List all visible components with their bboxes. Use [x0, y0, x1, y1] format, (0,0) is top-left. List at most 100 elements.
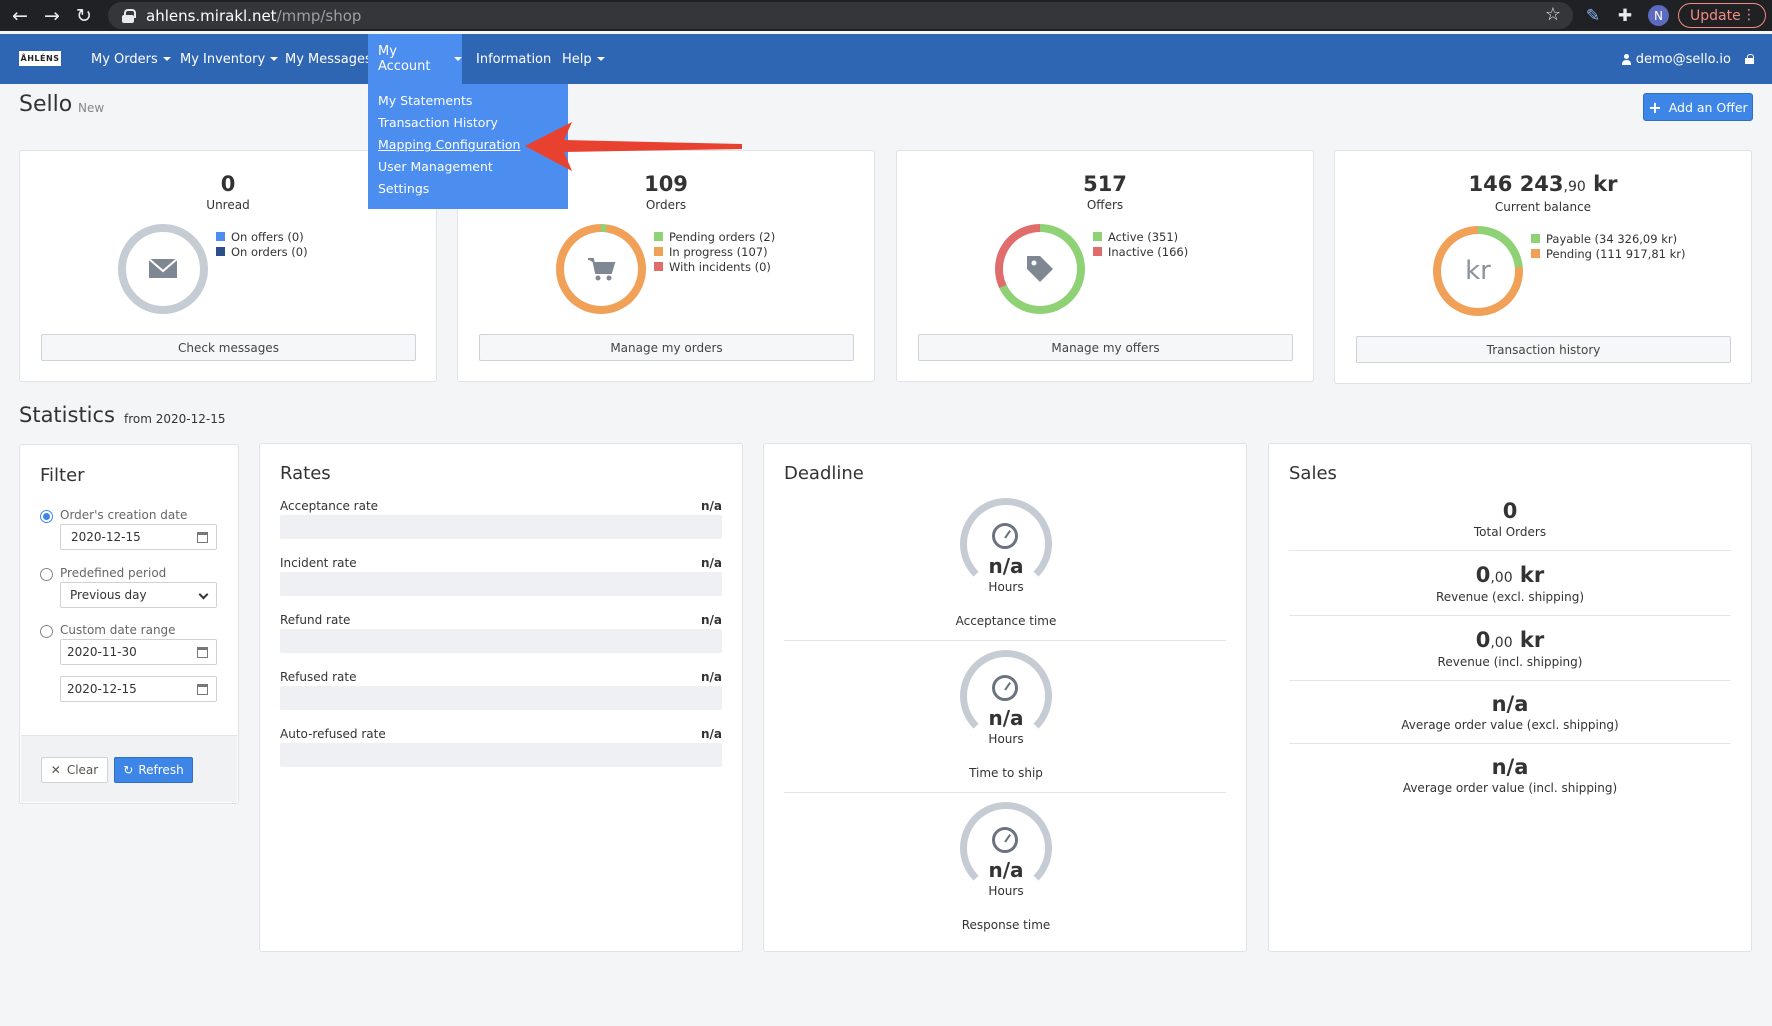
creation-date-label: Order's creation date [60, 508, 188, 522]
reload-icon[interactable]: ↻ [76, 4, 92, 27]
price-tag-icon [1027, 256, 1053, 282]
radio-custom-range[interactable] [40, 625, 53, 638]
nav-label: My Inventory [180, 51, 266, 67]
menu-item-user-management[interactable]: User Management [378, 159, 493, 174]
browser-toolbar: ← → ↻ ahlens.mirakl.net/mmp/shop ☆ ✎ ✚ N… [0, 0, 1772, 31]
transaction-history-button[interactable]: Transaction history [1356, 336, 1731, 363]
update-button[interactable]: Update ⋮ [1678, 3, 1766, 28]
orders-ring [556, 224, 646, 314]
logout-lock-icon[interactable] [1745, 54, 1754, 64]
legend-swatch [654, 262, 663, 271]
legend-swatch [216, 232, 225, 241]
nav-label: Help [562, 51, 592, 67]
manage-orders-button[interactable]: Manage my orders [479, 334, 854, 361]
calendar-icon[interactable] [197, 532, 208, 543]
menu-item-mapping-configuration[interactable]: Mapping Configuration [378, 137, 521, 152]
balance-card: 146 243,90 kr Current balance kr Payable… [1334, 150, 1752, 384]
custom-from-field[interactable]: 2020-11-30 [60, 639, 217, 665]
menu-dots-icon: ⋮ [1742, 7, 1756, 23]
rates-title: Rates [280, 463, 331, 484]
orders-legend: Pending orders (2) In progress (107) Wit… [654, 229, 775, 274]
ring-center [1003, 232, 1077, 306]
clear-label: Clear [66, 763, 99, 777]
legend-swatch [1093, 232, 1102, 241]
lock-icon [122, 9, 136, 23]
rev-incl-cents: ,00 [1490, 635, 1513, 651]
predefined-period-select[interactable]: Previous day [60, 582, 217, 608]
radio-predefined-period[interactable] [40, 568, 53, 581]
rate-bar [280, 629, 722, 653]
messages-card: 0 Unread On offers (0) On orders (0) Che… [19, 150, 437, 382]
balance-ring: kr [1433, 226, 1523, 316]
rev-incl-main: 0 [1475, 628, 1491, 652]
nav-my-messages[interactable]: My Messages [285, 34, 372, 84]
calendar-icon[interactable] [197, 684, 208, 695]
legend-label: Inactive (166) [1108, 244, 1189, 259]
app-navbar: ÅHLÉNS My Orders My Inventory My Message… [0, 34, 1772, 84]
annotation-arrow [525, 122, 742, 171]
balance-legend: Payable (34 326,09 kr) Pending (111 917,… [1531, 231, 1686, 261]
nav-my-inventory[interactable]: My Inventory [180, 34, 279, 84]
back-arrow-icon[interactable]: ← [12, 4, 28, 27]
legend-label: On orders (0) [231, 244, 308, 259]
divider [1289, 680, 1731, 681]
legend-swatch [654, 232, 663, 241]
forward-arrow-icon[interactable]: → [44, 4, 60, 27]
deadline-panel: Deadline n/a Hours Acceptance time n/a H… [763, 443, 1247, 952]
legend-item: Active (351) [1093, 229, 1188, 244]
legend-label: Pending (111 917,81 kr) [1546, 246, 1686, 261]
gauge-unit: Hours [988, 732, 1024, 746]
brand-logo[interactable]: ÅHLÉNS [19, 51, 61, 66]
statistics-from-date: from 2020-12-15 [124, 412, 226, 426]
custom-to-field[interactable]: 2020-12-15 [60, 676, 217, 702]
unread-count: 0 [220, 172, 236, 196]
profile-avatar[interactable]: N [1648, 5, 1669, 26]
total-orders-value: 0 [1502, 499, 1518, 523]
filter-title: Filter [40, 465, 85, 486]
gauge-caption: Time to ship [969, 766, 1043, 780]
rates-panel: Rates Acceptance rate n/a Incident rate … [259, 443, 743, 952]
menu-item-transaction-history[interactable]: Transaction History [378, 115, 498, 130]
aov-excl-value: n/a [1491, 692, 1529, 716]
legend-item: Pending orders (2) [654, 229, 775, 244]
rate-value: n/a [700, 556, 722, 570]
manage-offers-button[interactable]: Manage my offers [918, 334, 1293, 361]
menu-item-settings[interactable]: Settings [378, 181, 430, 196]
revenue-excl-value: 0,00 kr [1269, 563, 1751, 587]
user-menu[interactable]: demo@sello.io [1621, 34, 1754, 84]
add-offer-button[interactable]: + Add an Offer [1643, 93, 1753, 121]
legend-label: With incidents (0) [669, 259, 771, 274]
radio-creation-date[interactable] [40, 510, 53, 523]
calendar-icon[interactable] [197, 647, 208, 658]
nav-help[interactable]: Help [562, 34, 605, 84]
caret-down-icon [270, 57, 279, 61]
check-messages-button[interactable]: Check messages [41, 334, 416, 361]
gauge-unit: Hours [988, 580, 1024, 594]
extension-wrench-icon[interactable]: ✎ [1585, 5, 1601, 26]
unread-caption: Unread [206, 198, 250, 212]
refresh-label: Refresh [138, 763, 184, 777]
nav-information[interactable]: Information [476, 34, 551, 84]
balance-caption: Current balance [1494, 200, 1592, 214]
clear-button[interactable]: ✕ Clear [41, 757, 108, 783]
legend-label: On offers (0) [231, 229, 304, 244]
legend-item: On orders (0) [216, 244, 308, 259]
offers-caption: Offers [1086, 198, 1124, 212]
legend-item: Inactive (166) [1093, 244, 1188, 259]
address-bar[interactable]: ahlens.mirakl.net/mmp/shop ☆ [108, 2, 1573, 29]
balance-cents: ,90 [1563, 179, 1586, 195]
nav-my-account[interactable]: My Account [368, 34, 462, 84]
menu-item-my-statements[interactable]: My Statements [378, 93, 473, 108]
refresh-button[interactable]: ↻ Refresh [114, 757, 193, 783]
predefined-period-label: Predefined period [60, 566, 167, 580]
nav-my-orders[interactable]: My Orders [91, 34, 171, 84]
total-orders-caption: Total Orders [1473, 525, 1547, 539]
creation-date-field[interactable]: 2020-12-15 [60, 524, 217, 550]
url-host: ahlens.mirakl.net [146, 6, 277, 25]
divider [784, 640, 1226, 641]
custom-range-label: Custom date range [60, 623, 176, 637]
balance-main: 146 243 [1468, 172, 1564, 196]
extensions-puzzle-icon[interactable]: ✚ [1617, 5, 1633, 26]
rate-value: n/a [700, 613, 722, 627]
bookmark-star-icon[interactable]: ☆ [1544, 4, 1561, 25]
